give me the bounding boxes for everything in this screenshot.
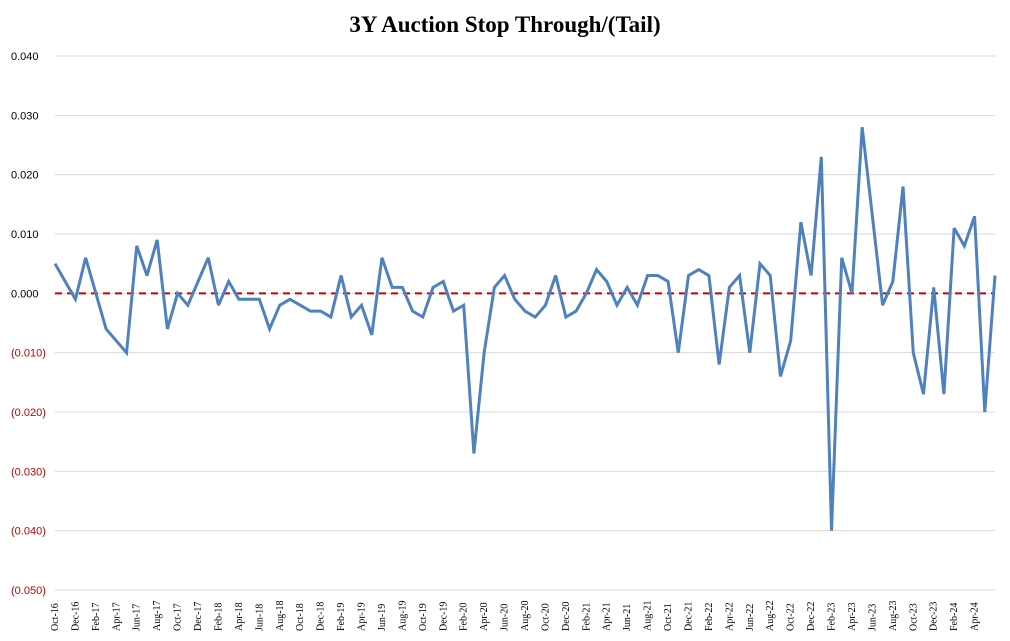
- x-tick-label: Feb-24: [949, 603, 960, 631]
- x-tick-label: Dec-20: [561, 602, 572, 631]
- x-tick-label: Feb-23: [827, 603, 838, 631]
- x-tick-label: Jun-17: [132, 604, 143, 631]
- x-tick-label: Feb-17: [91, 603, 102, 631]
- x-tick-label: Dec-17: [193, 602, 204, 631]
- y-tick-label: (0.030): [11, 466, 46, 478]
- x-tick-label: Dec-16: [70, 602, 81, 631]
- x-tick-label: Jun-18: [254, 604, 265, 631]
- x-tick-label: Aug-17: [152, 600, 163, 631]
- x-tick-label: Aug-20: [520, 600, 531, 631]
- x-axis: Oct-16 Dec-16 Feb-17 Apr-17 Jun-17 Aug-17 Oct-…: [50, 600, 981, 631]
- x-tick-label: Apr-23: [847, 602, 858, 631]
- y-tick-label: 0.010: [11, 229, 39, 241]
- x-tick-label: Aug-23: [888, 600, 899, 631]
- x-tick-label: Aug-18: [275, 600, 286, 631]
- y-tick-label: 0.020: [11, 170, 39, 182]
- y-tick-label: (0.020): [11, 407, 46, 419]
- x-tick-label: Apr-19: [357, 602, 368, 631]
- x-tick-label: Oct-18: [295, 603, 306, 631]
- x-tick-label: Apr-20: [479, 602, 490, 631]
- x-tick-label: Apr-22: [724, 602, 735, 631]
- chart-title: 3Y Auction Stop Through/(Tail): [349, 12, 661, 37]
- x-tick-label: Apr-17: [111, 602, 122, 631]
- x-tick-label: Oct-22: [786, 603, 797, 631]
- x-tick-label: Dec-22: [806, 602, 817, 631]
- x-tick-label: Dec-23: [929, 602, 940, 631]
- y-tick-label: 0.030: [11, 110, 39, 122]
- x-tick-label: Feb-18: [213, 603, 224, 631]
- y-tick-label: 0.000: [11, 288, 39, 300]
- x-tick-label: Feb-19: [336, 603, 347, 631]
- y-tick-label: (0.050): [11, 585, 46, 597]
- x-tick-label: Oct-21: [663, 603, 674, 631]
- y-tick-label: 0.040: [11, 51, 39, 63]
- y-axis: 0.040 0.030 0.020 0.010 0.000 (0.010) (0.020) (…: [11, 51, 46, 597]
- x-tick-label: Jun-22: [745, 604, 756, 631]
- series-lines: [53, 127, 997, 531]
- x-tick-label: Apr-18: [234, 602, 245, 631]
- x-tick-label: Jun-23: [867, 604, 878, 631]
- x-tick-label: Oct-20: [540, 603, 551, 631]
- x-tick-label: Aug-19: [397, 600, 408, 631]
- x-tick-label: Aug-21: [643, 600, 654, 631]
- x-tick-label: Jun-21: [622, 604, 633, 631]
- y-tick-label: (0.040): [11, 526, 46, 538]
- x-tick-label: Jun-19: [377, 604, 388, 631]
- x-tick-label: Feb-22: [704, 603, 715, 631]
- y-tick-label: (0.010): [11, 348, 46, 360]
- x-tick-label: Oct-16: [50, 603, 61, 631]
- x-tick-label: Oct-19: [418, 603, 429, 631]
- series-line: [53, 127, 997, 531]
- x-tick-label: Aug-22: [765, 600, 776, 631]
- x-tick-label: Feb-20: [459, 603, 470, 631]
- x-tick-label: Oct-17: [173, 603, 184, 631]
- x-tick-label: Jun-20: [500, 604, 511, 631]
- x-tick-label: Dec-19: [438, 602, 449, 631]
- x-tick-label: Apr-24: [970, 602, 981, 631]
- x-tick-label: Dec-21: [683, 602, 694, 631]
- gridlines: [55, 55, 995, 591]
- x-tick-label: Dec-18: [316, 602, 327, 631]
- x-tick-label: Apr-21: [602, 602, 613, 631]
- x-tick-label: Oct-23: [908, 603, 919, 631]
- x-tick-label: Feb-21: [581, 603, 592, 631]
